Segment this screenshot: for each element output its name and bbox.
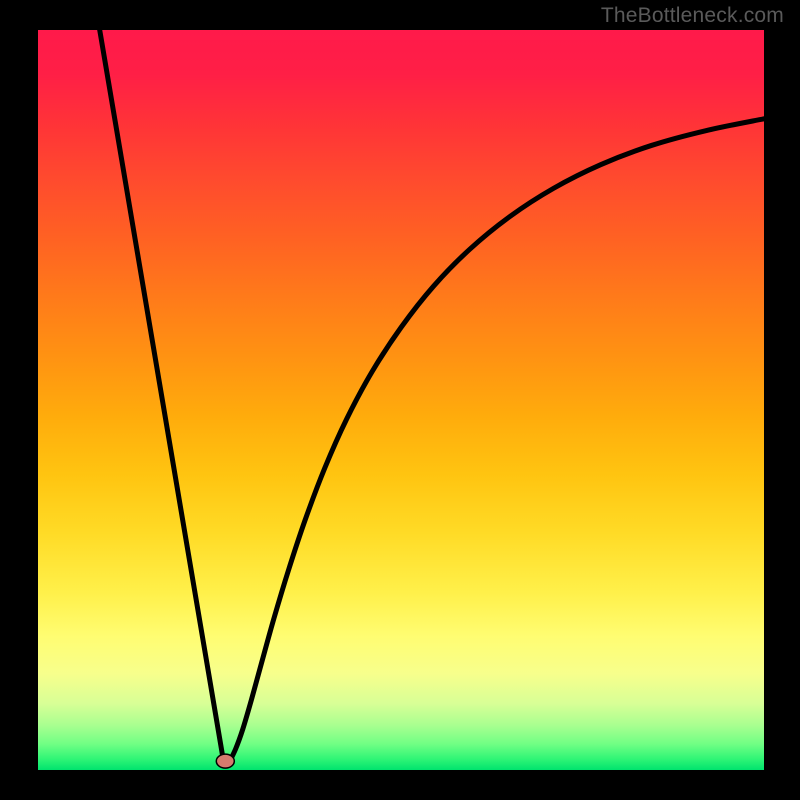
- plot-background: [38, 30, 764, 770]
- minimum-marker: [216, 754, 234, 768]
- watermark-text: TheBottleneck.com: [601, 4, 784, 28]
- bottleneck-chart: [0, 0, 800, 800]
